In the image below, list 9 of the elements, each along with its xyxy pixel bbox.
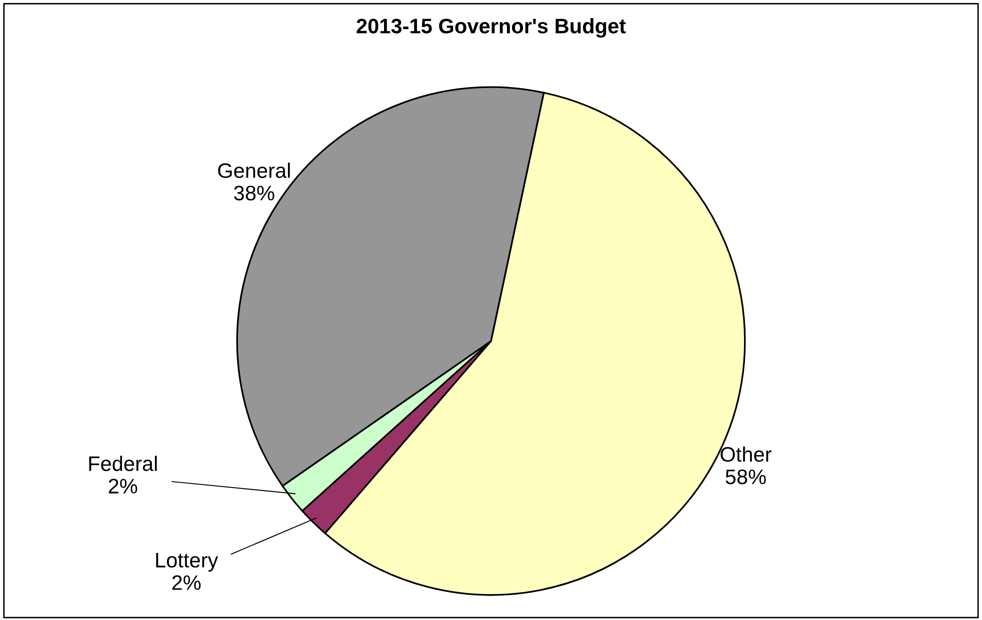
slice-label: Other — [720, 446, 772, 462]
slice-label: General — [218, 162, 290, 178]
slice-label: Lottery — [156, 553, 218, 572]
data-label: 2% — [108, 478, 138, 494]
data-label: 2% — [172, 575, 201, 590]
slice-label: Federal — [89, 456, 157, 472]
chart-title: 2013-15 Governor's Budget — [356, 18, 626, 38]
data-label: 58% — [726, 470, 766, 484]
data-label: 38% — [234, 186, 274, 200]
